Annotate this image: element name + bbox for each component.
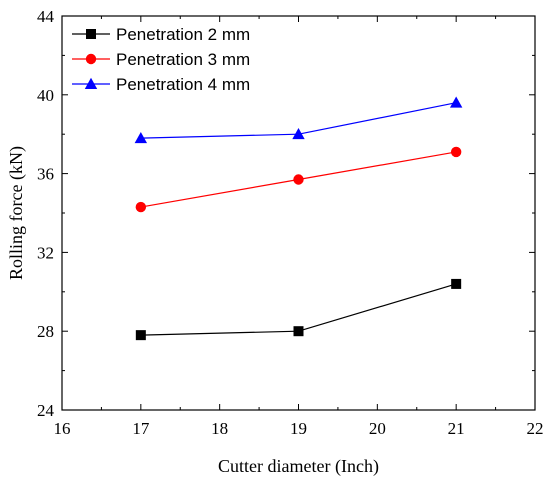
y-tick-label: 28 [37, 322, 54, 341]
legend-marker [84, 77, 98, 89]
series-1 [135, 278, 462, 341]
x-tick-label: 19 [290, 419, 307, 438]
y-tick-label: 40 [37, 86, 54, 105]
data-point [292, 128, 305, 140]
legend-item: Penetration 4 mm [72, 75, 250, 94]
data-point [293, 326, 304, 337]
x-tick-label: 20 [369, 419, 386, 438]
axes: 16 17 18 19 20 21 22 24 28 32 36 40 44 Cutter diamete… [6, 7, 544, 477]
y-axis-title: Rolling force (kN) [6, 146, 27, 280]
y-tick-label: 24 [37, 401, 55, 420]
legend-item: Penetration 2 mm [72, 25, 250, 44]
legend-marker [86, 29, 96, 39]
data-point [135, 330, 146, 341]
series-layer [134, 96, 463, 341]
y-tick-label: 44 [37, 7, 55, 26]
y-tick-label: 36 [37, 165, 54, 184]
series-2 [135, 146, 462, 213]
data-point [451, 278, 462, 289]
x-tick-label: 21 [448, 419, 465, 438]
data-point [135, 201, 147, 213]
legend-marker [85, 53, 97, 65]
x-tick-label: 22 [527, 419, 544, 438]
series-3 [134, 96, 463, 144]
data-point [293, 174, 304, 185]
x-tick-label: 18 [211, 419, 228, 438]
legend-label: Penetration 2 mm [116, 25, 250, 44]
x-tick-label: 17 [132, 419, 150, 438]
x-axis-title: Cutter diameter (Inch) [218, 456, 379, 477]
legend-label: Penetration 4 mm [116, 75, 250, 94]
data-point [450, 146, 462, 158]
data-point [449, 96, 463, 108]
x-tick-label: 16 [54, 419, 71, 438]
legend-item: Penetration 3 mm [72, 50, 250, 69]
legend: Penetration 2 mm Penetration 3 mm Penetrat… [72, 25, 250, 94]
legend-label: Penetration 3 mm [116, 50, 250, 69]
data-point [134, 131, 148, 144]
y-tick-label: 32 [37, 243, 54, 262]
